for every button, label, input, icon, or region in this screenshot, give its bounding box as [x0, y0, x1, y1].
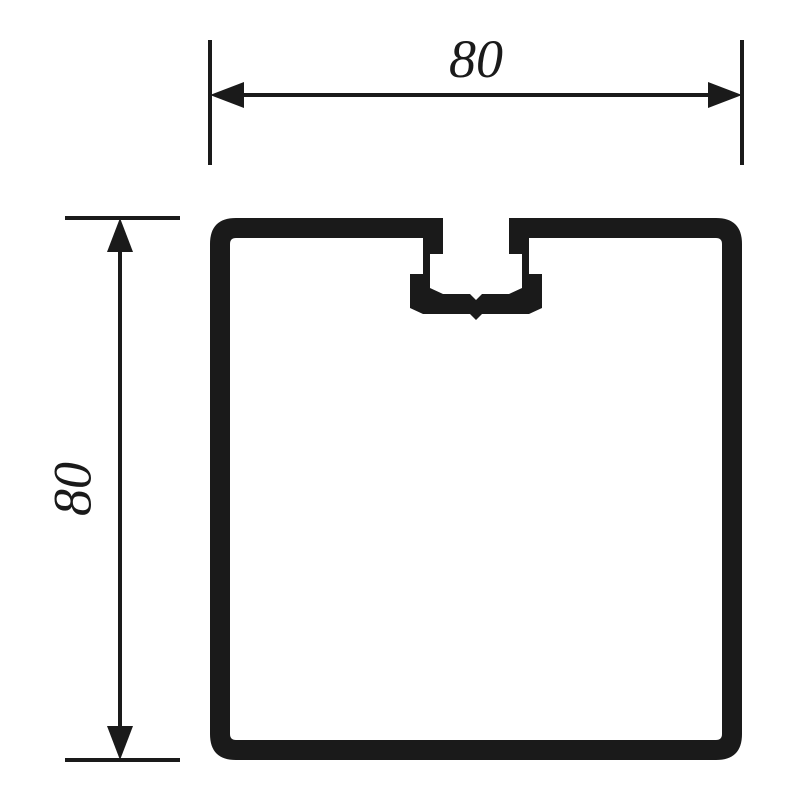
width-dimension: 80: [210, 29, 742, 165]
height-dimension: 80: [42, 218, 180, 760]
cross-section-drawing: 80 80: [0, 0, 800, 800]
profile-cross-section: [210, 218, 742, 760]
width-label: 80: [449, 29, 503, 89]
height-label: 80: [42, 462, 102, 516]
